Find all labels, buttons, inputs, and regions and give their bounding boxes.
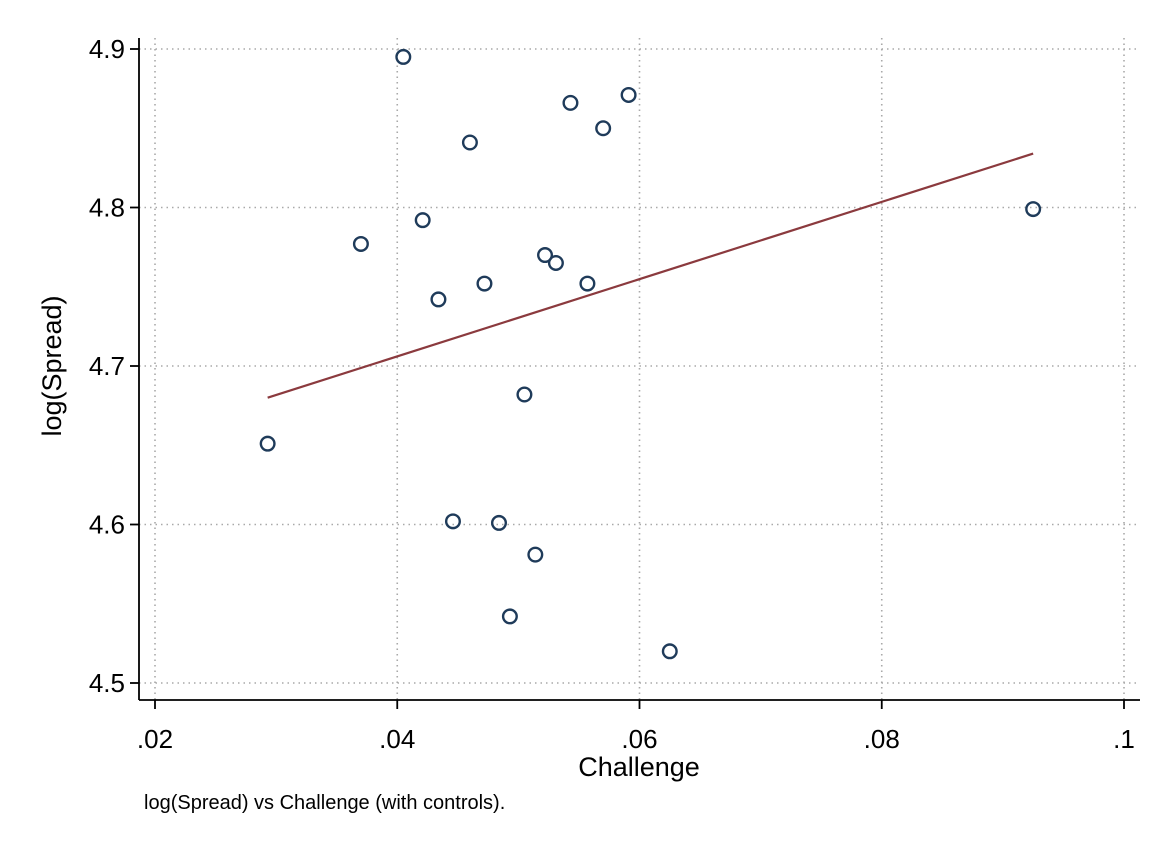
grid-lines	[139, 38, 1140, 700]
data-point-15	[579, 275, 596, 292]
y-tick-label-1: 4.6	[89, 510, 125, 540]
data-point-1	[352, 235, 369, 252]
data-point-0	[259, 435, 276, 452]
data-point-4	[430, 291, 447, 308]
y-tick-label-2: 4.7	[89, 351, 125, 381]
x-tick-label-4: .1	[1113, 724, 1135, 754]
x-axis-title: Challenge	[578, 752, 700, 782]
x-tick-label-0: .02	[137, 724, 173, 754]
data-point-9	[501, 608, 518, 625]
y-axis-title: log(Spread)	[37, 295, 67, 436]
data-point-19	[1025, 201, 1042, 218]
data-point-11	[527, 546, 544, 563]
data-point-8	[490, 514, 507, 531]
y-tick-label-0: 4.5	[89, 668, 125, 698]
data-points	[259, 48, 1042, 660]
x-tick-label-2: .06	[621, 724, 657, 754]
data-point-16	[595, 120, 612, 137]
data-point-14	[562, 94, 579, 111]
data-point-10	[516, 386, 533, 403]
data-point-18	[661, 643, 678, 660]
data-point-6	[461, 134, 478, 151]
data-point-5	[444, 513, 461, 530]
x-tick-label-1: .04	[379, 724, 415, 754]
x-tick-label-3: .08	[864, 724, 900, 754]
data-point-7	[476, 275, 493, 292]
tick-labels: 4.5 4.6 4.7 4.8 4.9 .02 .04 .06 .08 .1	[89, 34, 1135, 754]
data-point-12	[537, 247, 554, 264]
data-point-17	[620, 86, 637, 103]
data-point-3	[414, 212, 431, 229]
fit-line	[267, 152, 1034, 399]
data-point-2	[395, 48, 412, 65]
fit-line-group	[267, 152, 1034, 399]
y-tick-label-4: 4.9	[89, 34, 125, 64]
axes	[130, 38, 1140, 709]
chart-note: log(Spread) vs Challenge (with controls)…	[144, 792, 506, 814]
y-tick-label-3: 4.8	[89, 193, 125, 223]
data-point-13	[547, 254, 564, 271]
